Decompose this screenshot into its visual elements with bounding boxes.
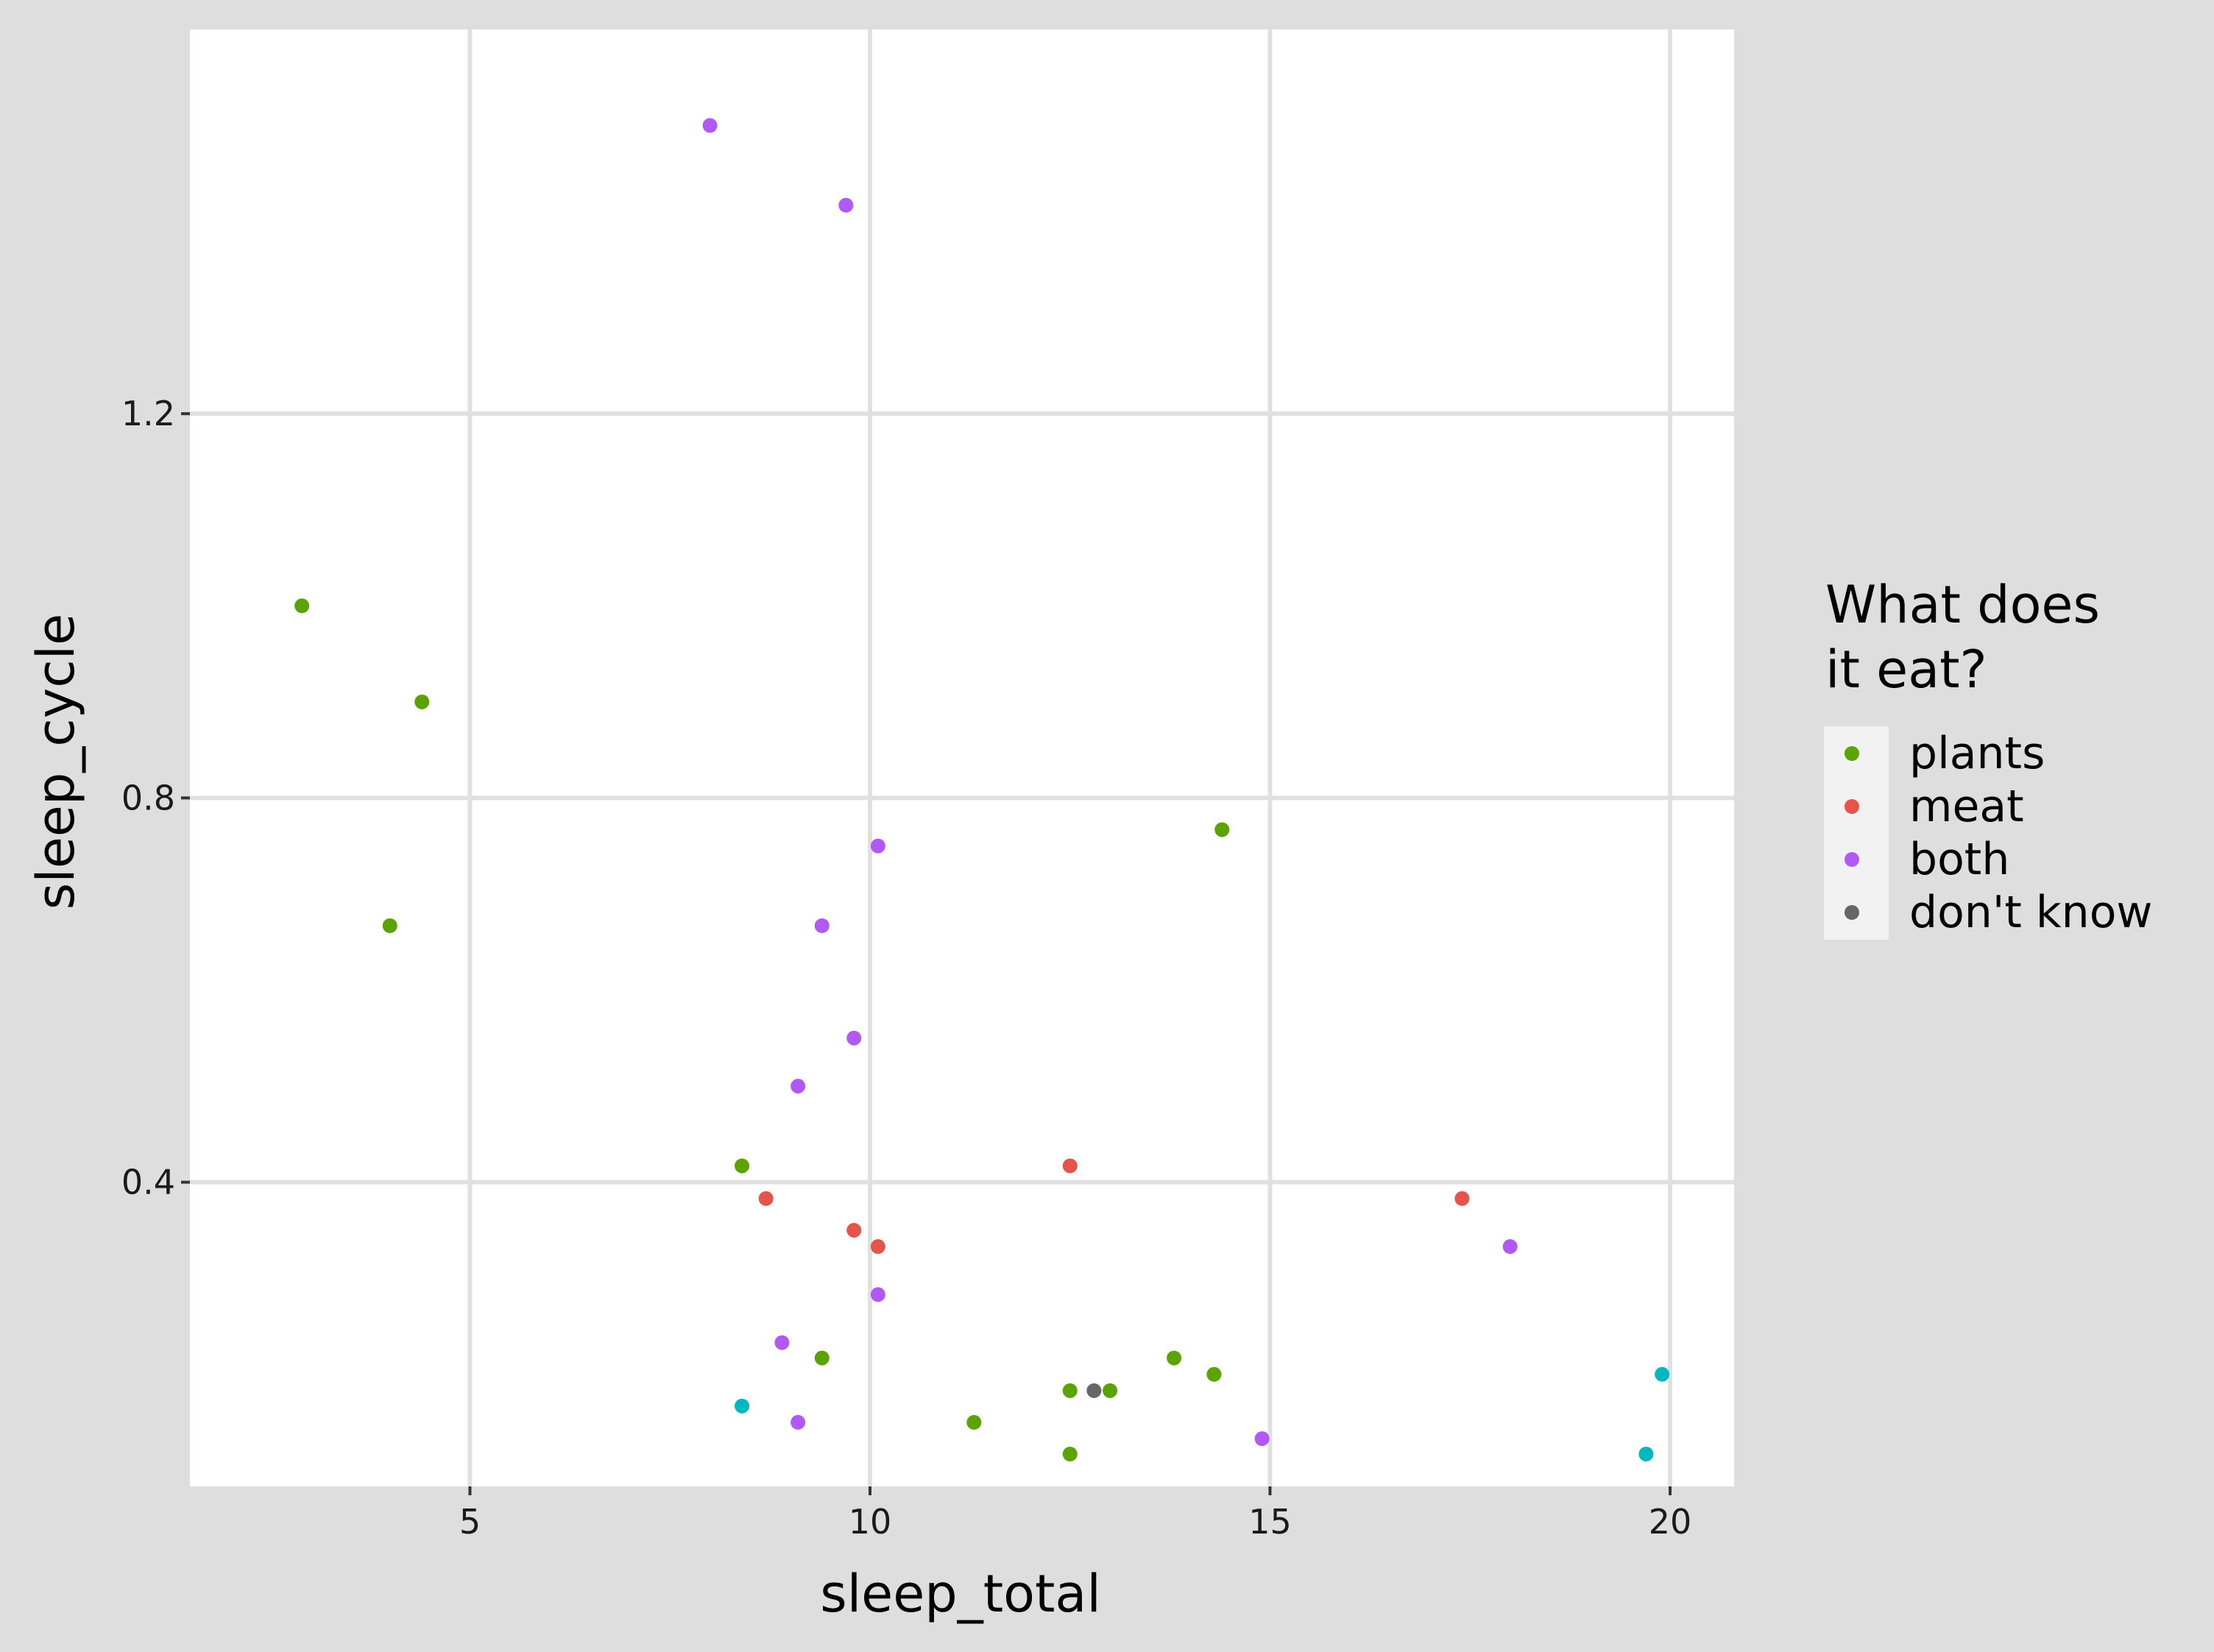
data-point [1206,1366,1222,1382]
data-point [1254,1431,1270,1447]
data-point [1103,1383,1118,1398]
y-tick-label: 1.2 [121,394,175,433]
data-point [1214,822,1230,837]
axis-ticks: 5 10 15 20 0.4 0.8 1.2 [121,394,1691,1542]
legend-key-dot [1845,746,1859,761]
data-point [1454,1191,1470,1206]
data-points [294,118,1670,1462]
plot-panel [190,29,1734,1486]
data-point [1638,1447,1654,1462]
legend-label: don't know [1909,887,2152,938]
x-tick-label: 20 [1649,1502,1692,1542]
x-tick-label: 10 [849,1502,892,1542]
legend-title-line-2: it eat? [1825,639,1987,700]
x-axis-title: sleep_total [820,1564,1101,1624]
legend-key-dot [1845,799,1859,814]
legend-key-dot [1845,905,1859,920]
data-point [414,694,430,709]
grid-lines [190,29,1734,1486]
data-point [846,1222,862,1238]
data-point [1502,1239,1518,1255]
data-point [791,1414,806,1430]
data-point [758,1191,774,1206]
data-point [846,1030,862,1046]
legend-key-dot [1845,852,1859,867]
legend-label: meat [1909,781,2024,832]
data-point [838,197,854,213]
data-point [870,838,885,854]
y-tick-label: 0.4 [121,1163,175,1202]
data-point [1062,1383,1078,1398]
data-point [1086,1383,1102,1398]
data-point [870,1239,885,1255]
x-tick-label: 15 [1248,1502,1292,1542]
data-point [735,1398,750,1414]
legend-title-line-1: What does [1825,575,2100,635]
data-point [382,918,397,933]
data-point [702,118,718,133]
data-point [294,598,310,614]
data-point [814,918,830,933]
data-point [1655,1366,1670,1382]
data-point [735,1158,750,1174]
data-point [1062,1447,1078,1462]
x-tick-label: 5 [459,1502,481,1542]
data-point [1062,1158,1078,1174]
legend-label: plants [1909,728,2045,779]
legend-key-background [1824,726,1889,940]
data-point [791,1079,806,1094]
data-point [774,1335,790,1350]
data-point [814,1350,830,1366]
data-point [870,1287,885,1302]
data-point [1167,1350,1182,1366]
data-point [966,1414,982,1430]
legend-label: both [1909,834,2009,885]
y-axis-title: sleep_cycle [26,614,86,910]
y-tick-label: 0.8 [121,778,175,818]
